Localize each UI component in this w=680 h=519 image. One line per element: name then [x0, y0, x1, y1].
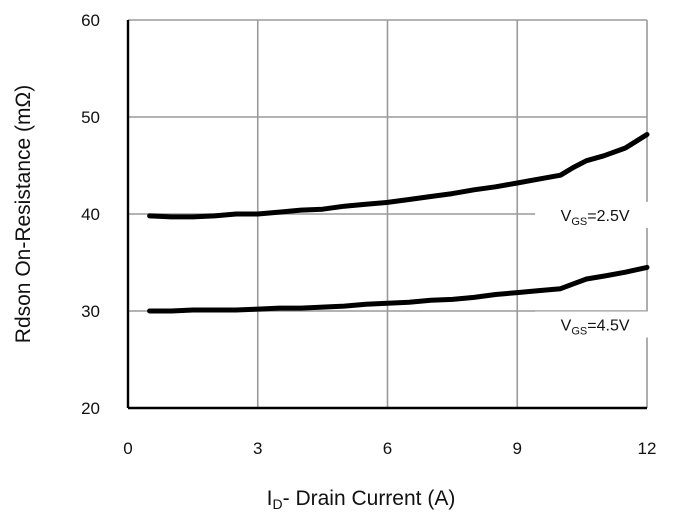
x-axis-title-main: I: [267, 487, 273, 510]
x-tick-label: 0: [123, 439, 132, 458]
series-label-2: VGS=4.5V: [561, 317, 630, 337]
y-axis-title: Rdson On-Resistance (mΩ): [12, 85, 35, 343]
x-axis-title-subscript: D: [273, 496, 283, 512]
y-tick-label: 40: [81, 205, 100, 224]
x-tick-label: 3: [253, 439, 262, 458]
y-tick-label: 50: [81, 108, 100, 127]
tick-labels: 20 30 40 50 60 0 3 6 9 12: [81, 11, 656, 458]
series-label-background: [535, 311, 656, 338]
x-tick-label: 12: [638, 439, 657, 458]
series-label-background: [535, 201, 656, 228]
x-tick-label: 6: [383, 439, 392, 458]
curves: [147, 132, 650, 314]
series-curve-2: [147, 264, 650, 314]
y-tick-label: 30: [81, 302, 100, 321]
series-curve-1: [147, 132, 650, 220]
y-tick-label: 20: [81, 399, 100, 418]
series-label-1: VGS=2.5V: [561, 208, 630, 228]
y-tick-label: 60: [81, 11, 100, 30]
axes: [126, 20, 647, 410]
x-axis-title: ID- Drain Current (A): [267, 487, 456, 512]
x-tick-label: 9: [513, 439, 522, 458]
series-labels: VGS=2.5V VGS=4.5V: [535, 201, 656, 338]
x-axis-title-rest: - Drain Current (A): [283, 487, 456, 510]
